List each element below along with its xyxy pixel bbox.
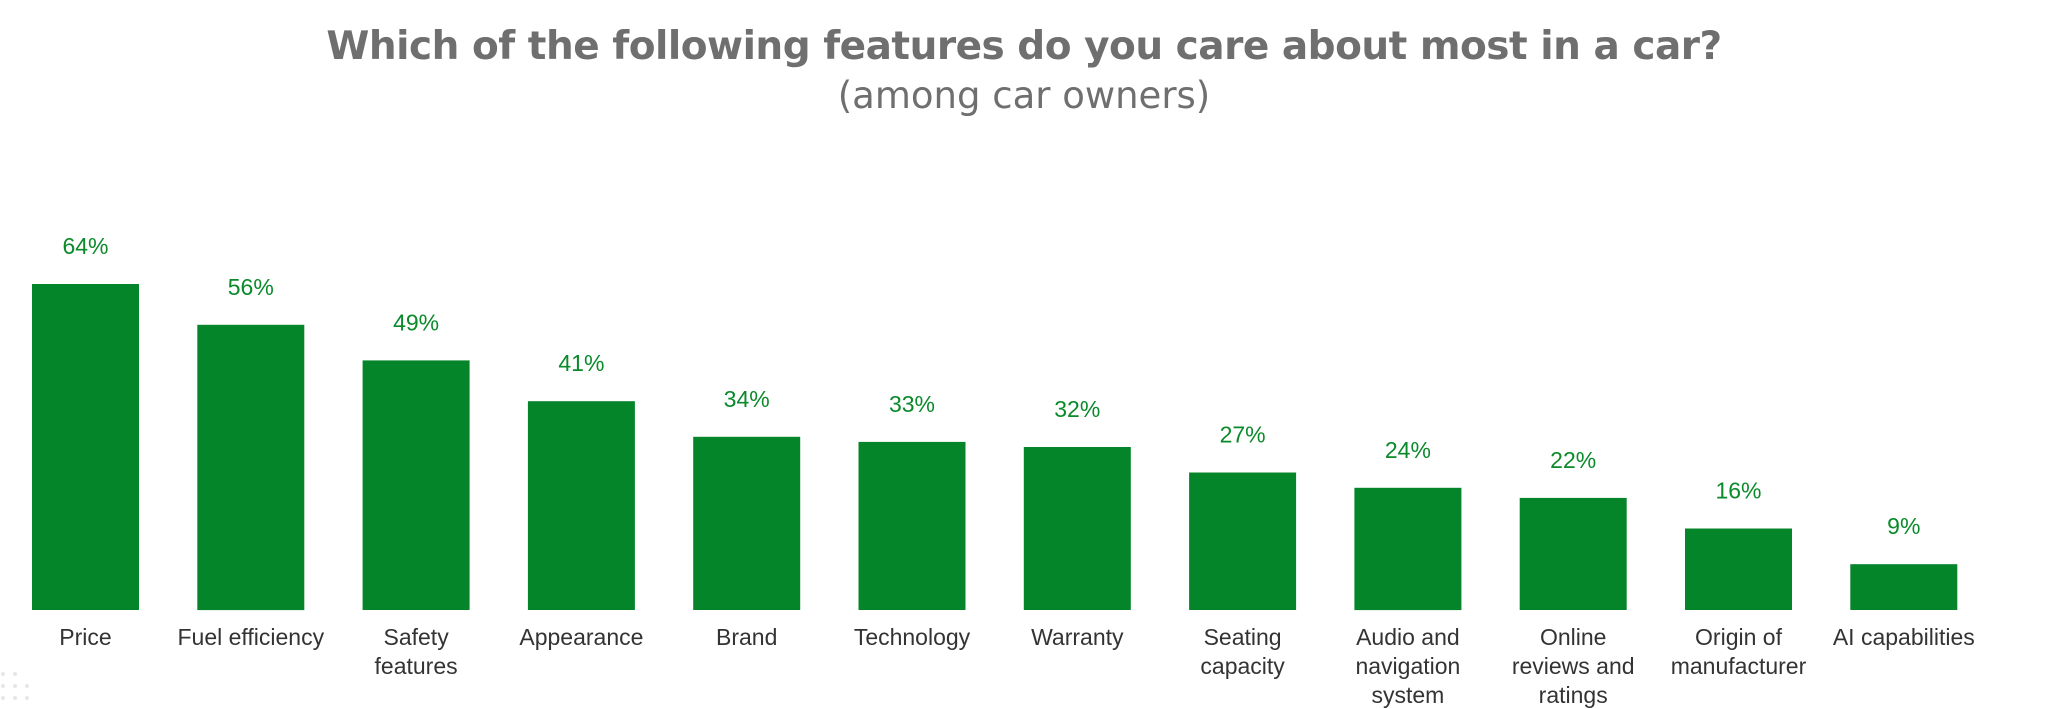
bar-9 bbox=[1519, 497, 1627, 610]
category-label-5: Technology bbox=[854, 624, 971, 650]
category-label-9: Online reviews and ratings bbox=[1512, 624, 1635, 708]
category-label-line: Seating bbox=[1204, 624, 1282, 650]
category-label-line: Origin of bbox=[1695, 624, 1783, 650]
bar-8 bbox=[1354, 487, 1462, 611]
chart-title: Which of the following features do you c… bbox=[326, 24, 1722, 69]
category-label-line: Warranty bbox=[1031, 624, 1124, 650]
category-label-line: manufacturer bbox=[1671, 653, 1807, 679]
category-label-7: Seating capacity bbox=[1200, 624, 1285, 679]
data-label-2: 49% bbox=[393, 309, 439, 335]
bar-11 bbox=[1850, 564, 1958, 610]
category-label-line: Technology bbox=[854, 624, 971, 650]
category-label-0: Price bbox=[59, 624, 111, 650]
data-label-11: 9% bbox=[1887, 513, 1920, 539]
category-label-8: Audio and navigation system bbox=[1355, 624, 1460, 708]
data-label-8: 24% bbox=[1385, 437, 1431, 463]
data-label-7: 27% bbox=[1220, 422, 1266, 448]
category-label-6: Warranty bbox=[1031, 624, 1124, 650]
bar-0 bbox=[32, 284, 139, 610]
category-label-4: Brand bbox=[716, 624, 777, 650]
data-label-5: 33% bbox=[889, 391, 935, 417]
category-label-line: Audio and bbox=[1356, 624, 1460, 650]
category-label-line: navigation bbox=[1355, 653, 1460, 679]
category-label-line: system bbox=[1371, 682, 1444, 708]
data-label-10: 16% bbox=[1715, 478, 1761, 504]
data-label-3: 41% bbox=[558, 350, 604, 376]
category-label-line: Online bbox=[1540, 624, 1606, 650]
bar-5 bbox=[858, 441, 966, 610]
category-label-line: Brand bbox=[716, 624, 777, 650]
category-label-line: reviews and bbox=[1512, 653, 1635, 679]
category-label-line: Appearance bbox=[519, 624, 643, 650]
data-label-9: 22% bbox=[1550, 447, 1596, 473]
decorative-dots bbox=[1, 672, 29, 700]
category-label-1: Fuel efficiency bbox=[178, 624, 325, 650]
bar-10 bbox=[1685, 528, 1792, 610]
category-label-2: Safety features bbox=[375, 624, 458, 679]
data-label-4: 34% bbox=[724, 386, 770, 412]
category-label-line: Fuel efficiency bbox=[178, 624, 325, 650]
category-label-10: Origin of manufacturer bbox=[1671, 624, 1807, 679]
bar-1 bbox=[197, 324, 305, 611]
category-label-line: AI capabilities bbox=[1833, 624, 1975, 650]
category-label-line: ratings bbox=[1539, 682, 1608, 708]
data-label-1: 56% bbox=[228, 274, 274, 300]
category-label-11: AI capabilities bbox=[1833, 624, 1975, 650]
category-label-line: Safety bbox=[383, 624, 449, 650]
category-label-line: Price bbox=[59, 624, 111, 650]
chart-subtitle: (among car owners) bbox=[837, 74, 1211, 117]
category-label-3: Appearance bbox=[519, 624, 643, 650]
data-label-0: 64% bbox=[62, 233, 108, 259]
category-label-line: features bbox=[375, 653, 458, 679]
bar-3 bbox=[527, 401, 635, 610]
data-label-6: 32% bbox=[1054, 396, 1100, 422]
bar-7 bbox=[1189, 472, 1297, 610]
category-label-line: capacity bbox=[1200, 653, 1285, 679]
bar-2 bbox=[362, 360, 470, 610]
bar-4 bbox=[693, 436, 801, 610]
bar-6 bbox=[1023, 447, 1131, 610]
